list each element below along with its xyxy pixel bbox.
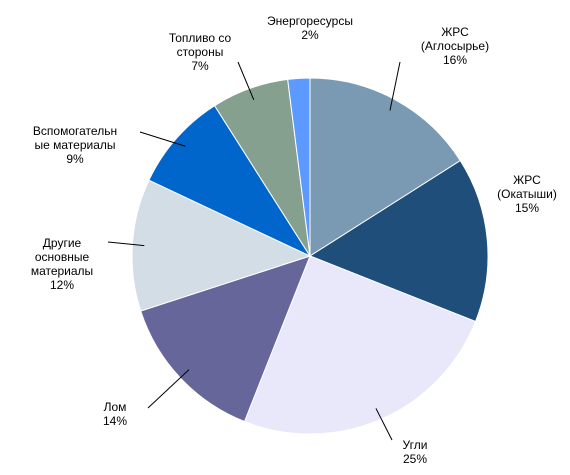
category-label: Топливо со стороны [168,31,232,59]
slice-label: Энергоресурсы 2% [267,14,353,42]
slice-label: ЖРС (Окатыши) 15% [497,173,557,215]
category-label: Энергоресурсы [267,14,353,28]
category-label: ЖРС (Окатыши) [497,173,557,201]
pie-slice [287,77,311,257]
value-label: 2% [301,28,319,42]
slice-label: Другие основные материалы 12% [31,236,93,292]
slice-label: Лом 14% [103,400,127,428]
slice-label: ЖРС (Аглосырье) 16% [421,25,489,67]
value-label: 7% [191,59,209,73]
category-label: ЖРС (Аглосырье) [420,25,490,53]
slice-label: Топливо со стороны 7% [169,31,231,73]
category-label: Угли [402,438,428,452]
value-label: 12% [49,278,75,292]
leader-line [139,131,186,147]
value-label: 14% [102,414,128,428]
value-label: 25% [402,452,428,466]
pie-slice [308,159,489,323]
leader-line [389,61,401,111]
value-label: 16% [442,53,468,67]
pie-slice [148,105,312,258]
leader-line [147,369,190,409]
category-label: Вспомогательн ые материалы [32,124,118,152]
slice-label: Угли 25% [403,438,428,466]
category-label: Лом [103,400,127,414]
leader-line [375,408,393,441]
value-label: 9% [66,152,84,166]
pie-slice [243,255,477,435]
leader-line [237,61,255,101]
value-label: 15% [514,201,540,215]
slice-label: Вспомогательн ые материалы 9% [33,124,117,166]
pie-slice [309,77,461,257]
category-label: Другие основные материалы [30,236,94,278]
leader-line [107,241,145,247]
